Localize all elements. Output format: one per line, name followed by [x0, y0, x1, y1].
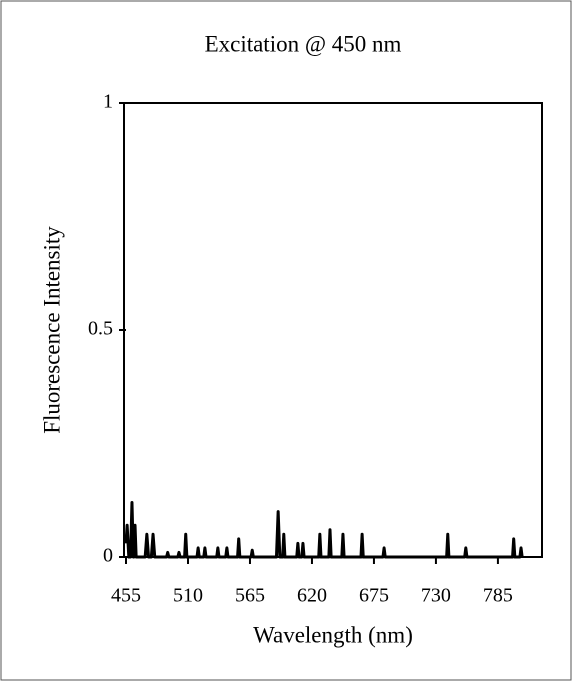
y-tick-label: 1	[103, 91, 113, 113]
y-axis-label: Fluorescence Intensity	[39, 226, 64, 434]
y-tick-label: 0	[103, 545, 113, 567]
x-tick-label: 675	[359, 585, 389, 607]
y-tick-label: 0.5	[88, 318, 113, 340]
x-tick-label: 565	[235, 585, 265, 607]
chart-title: Excitation @ 450 nm	[205, 31, 402, 56]
plot-frame	[123, 102, 543, 558]
x-tick-label: 620	[297, 585, 327, 607]
x-axis-label: Wavelength (nm)	[253, 622, 413, 647]
x-tick-label: 785	[483, 585, 513, 607]
x-tick-label: 730	[421, 585, 451, 607]
x-tick-label: 455	[111, 585, 141, 607]
data-line	[124, 501, 524, 559]
x-tick-label: 510	[173, 585, 203, 607]
